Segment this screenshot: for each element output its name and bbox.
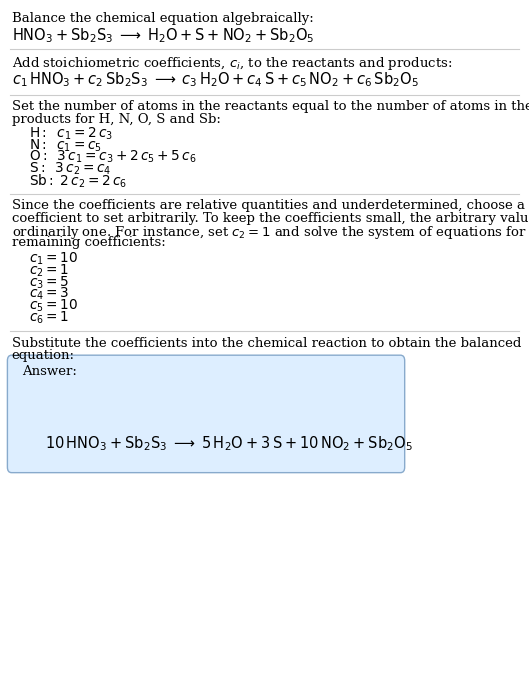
Text: Balance the chemical equation algebraically:: Balance the chemical equation algebraica…	[12, 12, 313, 25]
Text: $\mathrm{S:\;\;} 3\,c_2 = c_4$: $\mathrm{S:\;\;} 3\,c_2 = c_4$	[29, 161, 112, 177]
Text: $\mathrm{N:\;\;} c_1 = c_5$: $\mathrm{N:\;\;} c_1 = c_5$	[29, 137, 102, 154]
Text: ordinarily one. For instance, set $c_2 = 1$ and solve the system of equations fo: ordinarily one. For instance, set $c_2 =…	[12, 224, 529, 241]
Text: $c_4 = 3$: $c_4 = 3$	[29, 286, 69, 302]
Text: Answer:: Answer:	[22, 365, 77, 379]
Text: $\mathrm{O:\;\;} 3\,c_1 = c_3 + 2\,c_5 + 5\,c_6$: $\mathrm{O:\;\;} 3\,c_1 = c_3 + 2\,c_5 +…	[29, 149, 197, 166]
Text: Since the coefficients are relative quantities and underdetermined, choose a: Since the coefficients are relative quan…	[12, 199, 525, 212]
Text: $10\,\mathrm{HNO_3} + \mathrm{Sb_2S_3} \;\longrightarrow\; 5\,\mathrm{H_2O} + 3\: $10\,\mathrm{HNO_3} + \mathrm{Sb_2S_3} \…	[45, 434, 413, 453]
Text: $c_5 = 10$: $c_5 = 10$	[29, 297, 78, 314]
Text: products for H, N, O, S and Sb:: products for H, N, O, S and Sb:	[12, 113, 221, 126]
Text: $\mathrm{H:\;\;} c_1 = 2\,c_3$: $\mathrm{H:\;\;} c_1 = 2\,c_3$	[29, 126, 113, 142]
Text: $\mathrm{HNO_3 + Sb_2S_3 \;\longrightarrow\; H_2O + S + NO_2 + Sb_2O_5}$: $\mathrm{HNO_3 + Sb_2S_3 \;\longrightarr…	[12, 26, 314, 45]
Text: Add stoichiometric coefficients, $c_i$, to the reactants and products:: Add stoichiometric coefficients, $c_i$, …	[12, 55, 452, 72]
Text: remaining coefficients:: remaining coefficients:	[12, 236, 166, 249]
Text: $c_2 = 1$: $c_2 = 1$	[29, 262, 69, 279]
Text: $c_1 = 10$: $c_1 = 10$	[29, 251, 78, 267]
FancyBboxPatch shape	[7, 355, 405, 473]
Text: Set the number of atoms in the reactants equal to the number of atoms in the: Set the number of atoms in the reactants…	[12, 100, 529, 113]
Text: equation:: equation:	[12, 349, 75, 362]
Text: Substitute the coefficients into the chemical reaction to obtain the balanced: Substitute the coefficients into the che…	[12, 337, 521, 350]
Text: $c_3 = 5$: $c_3 = 5$	[29, 274, 69, 291]
Text: coefficient to set arbitrarily. To keep the coefficients small, the arbitrary va: coefficient to set arbitrarily. To keep …	[12, 212, 529, 225]
Text: $c_1\,\mathrm{HNO_3} + c_2\,\mathrm{Sb_2S_3} \;\longrightarrow\; c_3\,\mathrm{H_: $c_1\,\mathrm{HNO_3} + c_2\,\mathrm{Sb_2…	[12, 70, 418, 89]
Text: $c_6 = 1$: $c_6 = 1$	[29, 309, 69, 326]
Text: $\mathrm{Sb:\;} 2\,c_2 = 2\,c_6$: $\mathrm{Sb:\;} 2\,c_2 = 2\,c_6$	[29, 172, 127, 190]
